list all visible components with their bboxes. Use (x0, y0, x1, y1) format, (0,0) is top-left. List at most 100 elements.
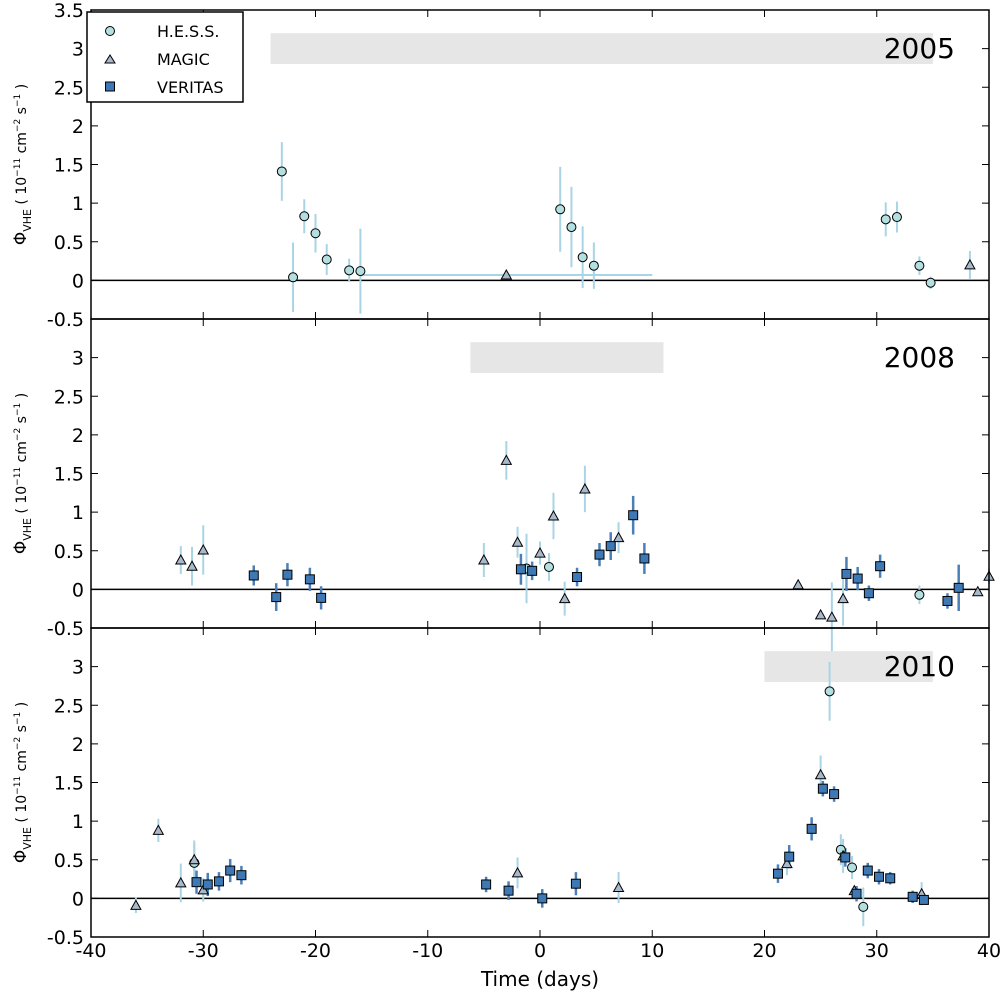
veritas-point (840, 852, 851, 863)
y-axis-title-part: ) (14, 393, 30, 403)
y-axis-title-part: Φ (11, 541, 31, 554)
veritas-point (304, 574, 315, 585)
magic-point (792, 578, 805, 590)
veritas-point (537, 893, 548, 904)
y-axis-title-part: −2 (13, 737, 23, 750)
magic-point (964, 258, 976, 270)
y-tick-label: 3 (72, 39, 84, 61)
hess-point (288, 272, 299, 283)
y-axis-title-part: VHE (21, 827, 34, 850)
magic-point (612, 881, 625, 893)
year-label-2010: 2010 (884, 650, 955, 683)
hess-point (588, 260, 599, 271)
y-axis-title-part: ) (14, 702, 30, 712)
hess-point (276, 166, 287, 177)
magic-point (174, 876, 187, 888)
y-tick-label: 3 (72, 348, 84, 370)
veritas-point (527, 565, 538, 576)
y-tick-label: 2 (72, 425, 84, 447)
y-axis-title-part: −11 (13, 467, 23, 486)
x-tick-label: 20 (752, 940, 776, 962)
veritas-point (942, 595, 953, 606)
hess-point (299, 211, 310, 222)
y-axis-title-part: −11 (13, 776, 23, 795)
x-tick-label: -30 (188, 940, 219, 962)
magic-point (781, 857, 793, 869)
panel-2008: -0.5 0 0.5 1 1.5 2 2.5 3 2008 ΦVHE ( 10−11 cm−2 s… (11, 318, 995, 652)
veritas-point (863, 588, 874, 599)
y-axis-title-part: −1 (13, 712, 23, 725)
x-tick-label: 30 (865, 940, 889, 962)
magic-point (558, 592, 571, 604)
veritas-point (772, 868, 783, 879)
magic-point (478, 553, 490, 565)
hess-point (914, 260, 925, 271)
legend-magic-label: MAGIC (157, 50, 210, 69)
y-tick-label: 2.5 (54, 695, 84, 717)
magic-point (188, 853, 201, 865)
veritas-point (907, 891, 918, 902)
magic-point (814, 608, 827, 620)
band-2010 (764, 651, 933, 683)
x-tick-label: -10 (412, 940, 443, 962)
veritas-point (248, 570, 259, 581)
y-tick-label: 1.5 (54, 155, 84, 177)
x-tick-label: -20 (300, 940, 331, 962)
band-2005 (270, 33, 933, 65)
veritas-point (851, 888, 862, 899)
hess-point (310, 228, 321, 239)
y-axis-title-part: −2 (13, 428, 23, 441)
hess-point (344, 265, 355, 276)
y-tick-label: 2 (72, 116, 84, 138)
hess-point (355, 266, 366, 277)
y-tick-label: 0.5 (54, 541, 84, 563)
hess-point (847, 862, 858, 873)
veritas-point (829, 789, 840, 800)
magic-point (500, 268, 513, 280)
magic-point (814, 768, 827, 780)
y-tick-label: 2.5 (54, 386, 84, 408)
magic-point (511, 866, 524, 878)
veritas-point (806, 823, 817, 834)
y-tick-label: 0 (72, 888, 84, 910)
veritas-point (316, 592, 327, 603)
veritas-point (628, 510, 639, 521)
magic-point (826, 611, 838, 622)
magic-point (186, 560, 198, 571)
y-axis-title-part: −1 (13, 94, 23, 107)
veritas-point (639, 553, 650, 564)
y-axis-title-part: −1 (13, 403, 23, 416)
veritas-point (594, 549, 605, 560)
y-tick-label: 1 (72, 193, 84, 215)
veritas-point (817, 783, 828, 794)
x-axis-title: Time (days) (480, 967, 599, 991)
veritas-point (515, 564, 526, 575)
magic-point (197, 543, 210, 555)
y-tick-label: 1 (72, 811, 84, 833)
y-axis-title: ΦVHE ( 10−11 cm−2 s−1 ) (11, 702, 34, 863)
y-axis-title-part: −11 (13, 158, 23, 177)
magic-point (547, 509, 560, 521)
y-axis-title-part: s (14, 416, 30, 428)
magic-point (511, 536, 524, 547)
y-tick-label: 0 (72, 270, 84, 292)
veritas-point (202, 879, 213, 890)
x-tick-label: 10 (640, 940, 664, 962)
y-tick-label: -0.5 (47, 927, 84, 949)
veritas-point (225, 865, 236, 876)
veritas-point (570, 878, 581, 889)
y-tick-label: 1.5 (54, 773, 84, 795)
y-axis-title-part: ( 10 (14, 486, 30, 518)
hess-point (555, 204, 566, 215)
legend-hess-label: H.E.S.S. (157, 22, 220, 41)
y-axis-title-part: ( 10 (14, 795, 30, 827)
y-tick-label: 3 (72, 657, 84, 679)
y-axis-title-part: cm (14, 132, 30, 158)
legend-veritas-label: VERITAS (157, 78, 224, 97)
veritas-point (885, 873, 896, 884)
y-tick-label: 3.5 (54, 0, 84, 22)
x-tick-label: 40 (977, 940, 1001, 962)
y-tick-label: -0.5 (47, 309, 84, 331)
y-axis-title-part: Φ (11, 232, 31, 245)
